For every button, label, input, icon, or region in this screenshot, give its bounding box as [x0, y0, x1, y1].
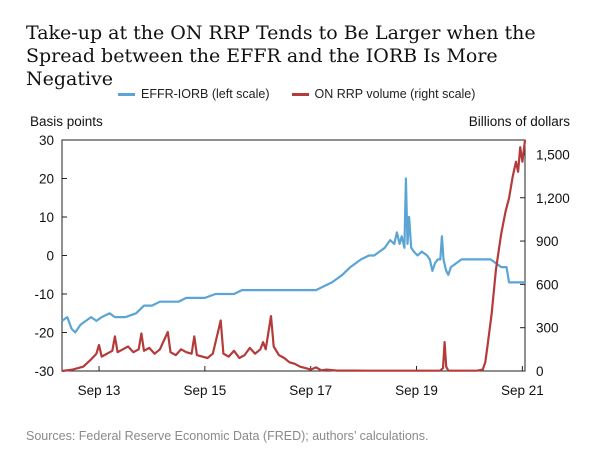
left-axis-tick-label: -20: [34, 326, 54, 341]
legend-item-effr-iorb: EFFR-IORB (left scale): [118, 87, 270, 101]
left-axis-tick-label: -30: [34, 364, 54, 379]
left-axis-tick-label: 30: [39, 133, 54, 148]
left-axis-tick-label: -10: [34, 287, 54, 302]
left-axis-tick-label: 20: [39, 172, 54, 187]
legend: EFFR-IORB (left scale) ON RRP volume (ri…: [118, 86, 497, 102]
series-line-effr-iorb: [61, 177, 525, 334]
left-axis-tick-label: 0: [46, 249, 54, 264]
right-axis-unit: Billions of dollars: [468, 114, 570, 129]
legend-label-effr-iorb: EFFR-IORB (left scale): [141, 87, 270, 101]
left-axis-unit: Basis points: [30, 114, 103, 129]
x-axis-tick-label: Sep 13: [78, 383, 121, 398]
source-note: Sources: Federal Reserve Economic Data (…: [26, 429, 429, 443]
plot-frame: [61, 139, 526, 372]
legend-swatch-effr-iorb: [118, 92, 135, 96]
right-axis-tick-label: 900: [536, 234, 559, 249]
right-axis-tick-label: 1,500: [536, 147, 570, 162]
right-axis-tick-label: 0: [536, 364, 544, 379]
x-axis-tick-label: Sep 17: [289, 383, 332, 398]
x-axis-tick-label: Sep 19: [395, 383, 438, 398]
chart-title: Take-up at the ON RRP Tends to Be Larger…: [26, 22, 536, 90]
legend-label-on-rrp: ON RRP volume (right scale): [314, 87, 476, 101]
right-axis-tick-label: 1,200: [536, 191, 570, 206]
x-axis-tick-label: Sep 21: [501, 383, 544, 398]
legend-swatch-on-rrp: [291, 92, 309, 96]
right-axis-tick-label: 300: [536, 321, 559, 336]
left-axis-tick-label: 10: [39, 210, 54, 225]
x-axis-tick-label: Sep 15: [183, 383, 226, 398]
series-line-on-rrp: [61, 139, 527, 373]
legend-item-on-rrp: ON RRP volume (right scale): [291, 87, 476, 101]
right-axis-tick-label: 600: [536, 277, 559, 292]
